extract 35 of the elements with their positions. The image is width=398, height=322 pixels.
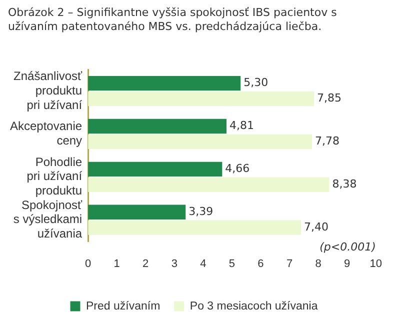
legend-label: Po 3 mesiacoch užívania bbox=[190, 300, 318, 312]
bar bbox=[88, 91, 314, 106]
x-tick-label: 8 bbox=[315, 258, 322, 270]
data-label: 4,81 bbox=[229, 119, 254, 132]
x-tick-label: 10 bbox=[370, 258, 382, 270]
bar bbox=[88, 162, 222, 177]
data-label: 7,40 bbox=[304, 220, 329, 234]
bar bbox=[88, 134, 312, 150]
x-tick-label: 6 bbox=[258, 258, 264, 270]
x-tick-label: 4 bbox=[200, 258, 206, 270]
y-tick-label: Znášanlivosť produktu pri užívaní bbox=[14, 68, 83, 112]
data-label: 4,66 bbox=[225, 162, 250, 176]
data-label: 8,38 bbox=[332, 178, 357, 190]
data-label: 7,85 bbox=[317, 92, 342, 105]
x-tick-label: 2 bbox=[142, 258, 149, 270]
y-tick-label: Pohodlie pri užívaní produktu bbox=[26, 154, 83, 198]
x-tick-label: 3 bbox=[171, 258, 178, 270]
bar bbox=[88, 220, 302, 235]
bar bbox=[88, 76, 241, 91]
data-label: 3,39 bbox=[188, 204, 214, 218]
y-tick-label: Akceptovanie ceny bbox=[10, 119, 82, 148]
bar bbox=[88, 204, 186, 220]
bar bbox=[88, 118, 226, 134]
annotation: (p<0.001) bbox=[320, 240, 376, 254]
bar bbox=[88, 177, 330, 192]
x-tick-label: 5 bbox=[228, 258, 236, 270]
chart-title: Obrázok 2 – Signifikantne vyššia spokojnosť IBS pacientov s užívaním patentovaného MBS vs. predchádzajúca liečba. bbox=[8, 6, 338, 34]
data-label: 5,30 bbox=[244, 76, 268, 90]
x-tick-label: 9 bbox=[344, 258, 350, 270]
x-tick-label: 7 bbox=[286, 258, 293, 270]
x-tick-label: 0 bbox=[84, 258, 92, 270]
x-tick-label: 1 bbox=[114, 258, 120, 270]
y-tick-label: Spokojnosť s výsledkami užívania bbox=[13, 198, 83, 241]
legend-label: Pred užívaním bbox=[86, 300, 160, 312]
data-label: 7,78 bbox=[314, 134, 340, 148]
